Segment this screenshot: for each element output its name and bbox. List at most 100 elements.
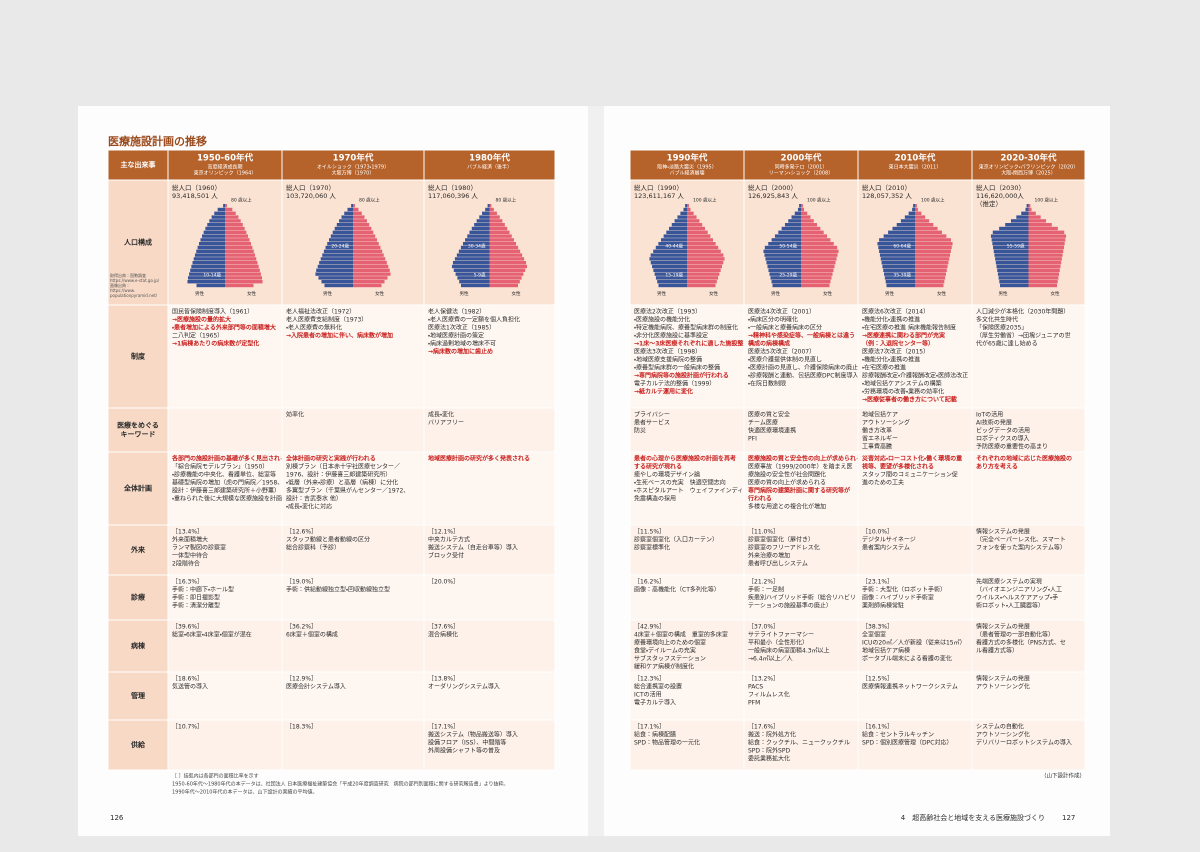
pyramid-male [991,238,1029,242]
female-label: 女性 [709,290,718,297]
pyramid-male [774,234,801,238]
pyramid-female [225,272,261,276]
pyramid-female [489,249,521,253]
cell-text: デジタルサイネージ [862,536,916,544]
pyramid-male [324,283,353,288]
body-cell [743,304,859,409]
pyramid-female [353,223,370,227]
pyramid-female [489,215,500,219]
row-label: 供給 [130,740,146,749]
pyramid-female [687,234,711,238]
cell-text: 先端医療システムの実現 [976,578,1042,586]
pyramid-male [209,219,225,223]
body-cell [167,574,283,621]
cell-text: ［12.1%］ [428,529,459,536]
body-cell [167,619,283,673]
pyramid-male [878,245,915,250]
cell-text: 医療事故（1999/2000年）を踏まえ医 [748,463,853,471]
body-cell [423,524,556,576]
body-cell [167,407,283,453]
cell-text: ［16.2%］ [634,579,665,586]
cell-text: ［37.6%］ [428,624,459,631]
row-label: 診療 [131,593,146,602]
pyramid-male [791,215,801,219]
pyramid-male [764,253,801,257]
cell-text: →医療連携に関わる部門が充実 [862,332,945,340]
cell-text: ［39.6%］ [172,624,203,631]
header-cell [281,149,425,181]
cell-text: 省エネルギー [862,435,898,443]
pyramid-male [764,245,801,250]
pyramid-male [194,253,225,257]
cell-text: それぞれの地域に応じた医療施設の [976,455,1072,463]
cell-text: 医療の質と安全 [748,411,790,419]
population: 総人口（1980） [428,183,477,192]
cell-text: 一般病床の病室面積4.3㎡以上 [748,647,830,655]
cell-text: 設備フロア（ISS）、中間階等 [428,739,506,747]
row-label-cell [107,524,169,576]
pyramid-female [801,283,830,288]
pyramid-female [1028,238,1066,242]
cell-text: ［13.4%］ [172,529,203,536]
cell-text: ・老人医療費の無料化 [286,324,342,332]
pyramid-female [1028,249,1064,253]
row-label-cell [107,619,169,673]
pyramid-female [915,234,947,238]
pyramid-male [900,219,915,223]
cell-text: ウイルス・ヘルスケアアップ・手 [976,594,1058,602]
pyramid-female [801,264,835,269]
pyramid-female [353,261,387,265]
pyramid-male [465,238,490,242]
pyramid-female [687,226,705,231]
cell-text: →1病棟あたりの病床数が定型化 [172,340,259,348]
body-cell [629,574,745,621]
body-cell [423,671,556,721]
pyramid-male [327,242,353,246]
pyramid-male [202,234,225,238]
pyramid-female [489,261,527,265]
cell-text: ［11.5%］ [634,529,665,536]
pyramid-male [666,230,687,234]
cell-text: 医療法2次改正（1993） [634,308,701,316]
pyramid-top-label: 100 歳以上 [807,197,831,204]
body-cell [857,407,973,453]
pyramid-female [353,234,376,238]
population: 128,057,352 人 [862,192,912,200]
pyramid-female [353,264,389,269]
pyramid-male [883,234,915,238]
cell-text: →紙カルテ運用に変化 [634,388,693,396]
pyramid-female [489,234,512,238]
pyramid-female [687,261,724,265]
pyramid-female [687,219,700,223]
pyramid-male [467,234,490,238]
pyramid-male [912,207,915,212]
body-cell [743,719,859,771]
cell-text: 手術：清潔分離型 [172,602,220,610]
pyramid-female [353,211,362,215]
pyramid-male [884,276,915,280]
cell-text: 多文化共生時代 [976,316,1018,324]
pyramid-female [687,230,708,234]
population: 総人口（1970） [286,183,335,192]
row-label-cell [107,574,169,621]
pyramid-male [788,219,801,223]
cell-text: →医療施設の量的拡大 [172,316,231,324]
cell-text: 給食：セントラルキッチン [862,731,934,739]
pyramid-female [353,245,381,250]
pyramid-female [1028,211,1036,215]
pyramid-top-label: 80 歳以上 [496,197,517,204]
pyramid-male [344,211,353,215]
pyramid-male [322,253,353,257]
pyramid-top-label: 80 歳以上 [359,197,380,204]
cell-text: ・療養型病床群の一般病床の整備 [634,364,720,372]
cell-text: 患者呼び出しシステム [748,560,808,568]
cell-text: 患者サービス [634,419,670,427]
cell-text: 医療法5次改正（2007） [748,348,815,356]
cell-text: 進のための工夫 [862,479,904,487]
age-label: 40-44歳 [665,242,683,249]
male-label: 男性 [323,290,332,297]
pyramid-female [1028,272,1060,276]
pyramid-female [225,249,254,253]
cell-text: サテライトファーマシー [748,632,814,639]
pyramid-female [225,211,236,215]
